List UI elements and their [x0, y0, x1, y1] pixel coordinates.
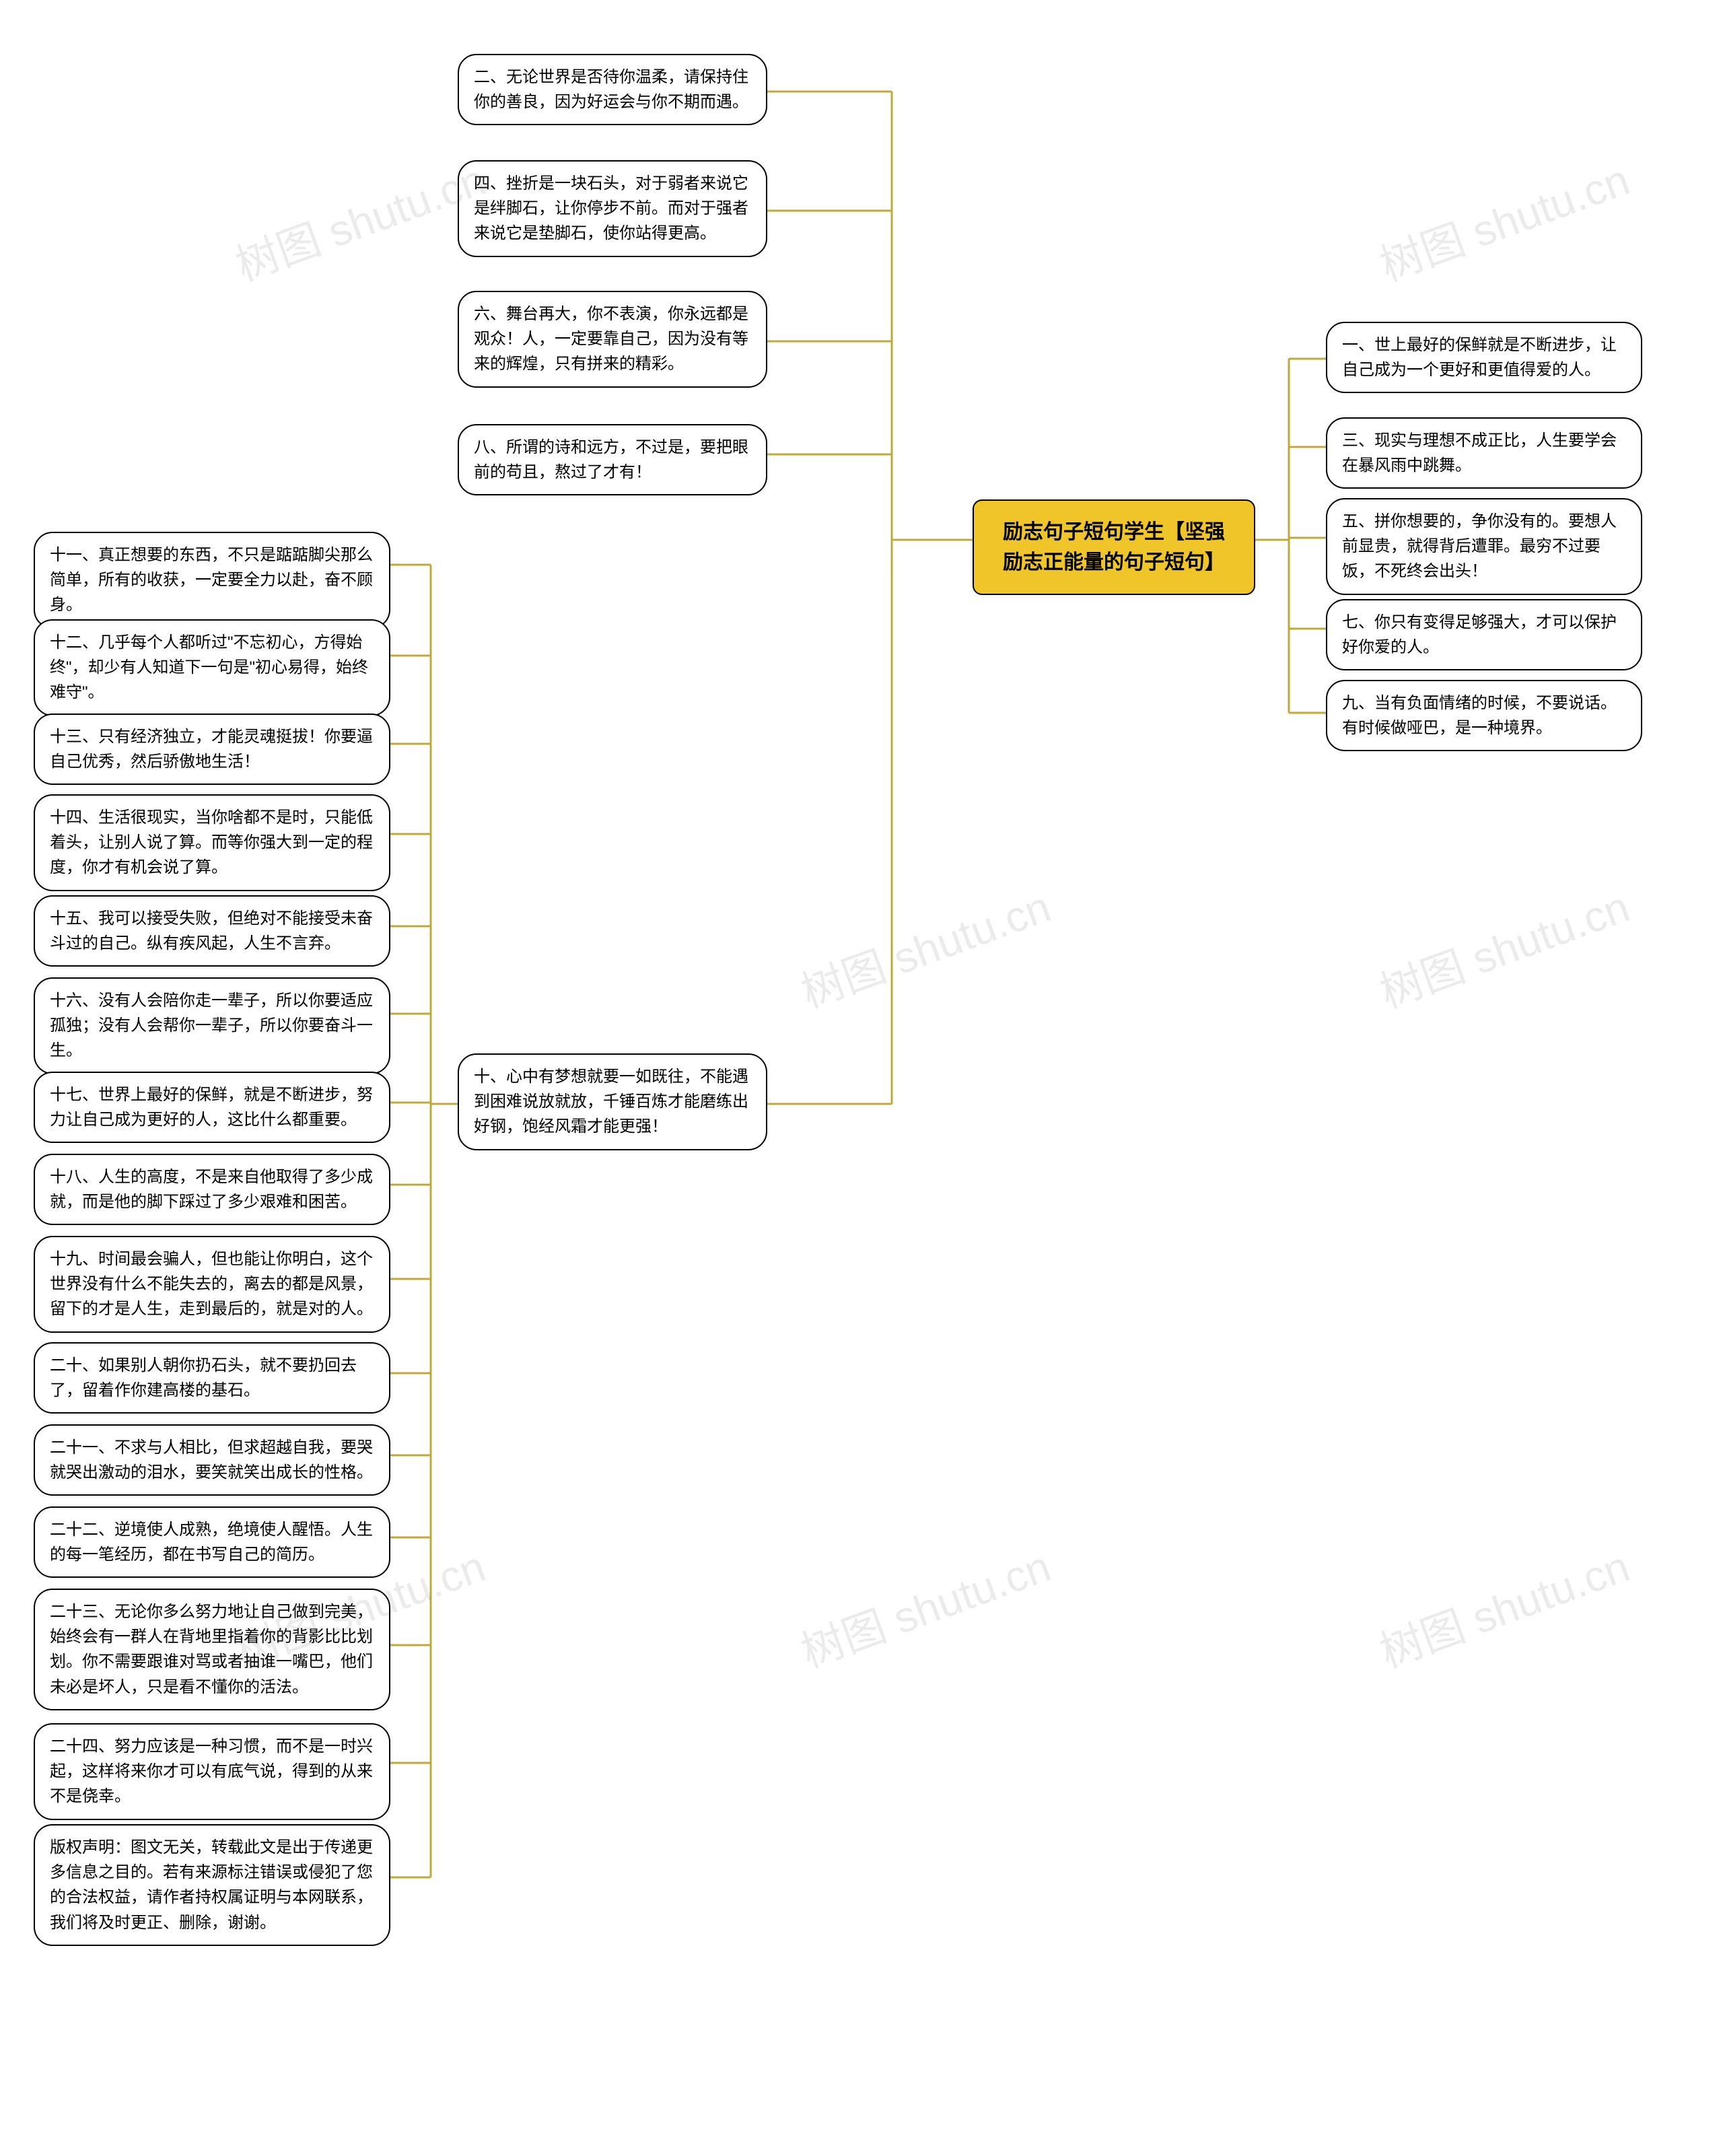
right-node-0: 一、世上最好的保鲜就是不断进步，让自己成为一个更好和更值得爱的人。 — [1326, 322, 1642, 393]
left-node-13-text: 二十四、努力应该是一种习惯，而不是一时兴起，这样将来你才可以有底气说，得到的从来… — [50, 1737, 373, 1805]
watermark-5: 树图 shutu.cn — [1370, 1532, 1637, 1679]
top-node-1: 四、挫折是一块石头，对于弱者来说它是绊脚石，让你停步不前。而对于强者来说它是垫脚… — [458, 160, 767, 257]
left-node-4-text: 十五、我可以接受失败，但绝对不能接受未奋斗过的自己。纵有疾风起，人生不言弃。 — [50, 909, 373, 952]
left-node-5: 十六、没有人会陪你走一辈子，所以你要适应孤独；没有人会帮你一辈子，所以你要奋斗一… — [34, 977, 390, 1074]
right-node-3: 七、你只有变得足够强大，才可以保护好你爱的人。 — [1326, 599, 1642, 670]
right-node-1-text: 三、现实与理想不成正比，人生要学会在暴风雨中跳舞。 — [1342, 431, 1617, 475]
left-node-14: 版权声明：图文无关，转载此文是出于传递更多信息之目的。若有来源标注错误或侵犯了您… — [34, 1824, 390, 1946]
watermark-4: 树图 shutu.cn — [792, 1532, 1058, 1679]
left-node-0-text: 十一、真正想要的东西，不只是踮踮脚尖那么简单，所有的收获，一定要全力以赴，奋不顾… — [50, 546, 373, 614]
mindmap-root: 励志句子短句学生【坚强 励志正能量的句子短句】 — [973, 499, 1255, 595]
left-node-7-text: 十八、人生的高度，不是来自他取得了多少成就，而是他的脚下踩过了多少艰难和困苦。 — [50, 1168, 373, 1211]
left-node-10: 二十一、不求与人相比，但求超越自我，要哭就哭出激动的泪水，要笑就笑出成长的性格。 — [34, 1424, 390, 1496]
mid-node-text: 十、心中有梦想就要一如既往，不能遇到困难说放就放，千锤百炼才能磨练出好钢，饱经风… — [474, 1068, 748, 1136]
right-node-4-text: 九、当有负面情绪的时候，不要说话。有时候做哑巴，是一种境界。 — [1342, 694, 1617, 737]
left-node-2-text: 十三、只有经济独立，才能灵魂挺拔！你要逼自己优秀，然后骄傲地生活！ — [50, 728, 373, 771]
right-node-2: 五、拼你想要的，争你没有的。要想人前显贵，就得背后遭罪。最穷不过要饭，不死终会出… — [1326, 498, 1642, 595]
top-node-1-text: 四、挫折是一块石头，对于弱者来说它是绊脚石，让你停步不前。而对于强者来说它是垫脚… — [474, 174, 748, 242]
left-node-6: 十七、世界上最好的保鲜，就是不断进步，努力让自己成为更好的人，这比什么都重要。 — [34, 1072, 390, 1143]
top-node-0: 二、无论世界是否待你温柔，请保持住你的善良，因为好运会与你不期而遇。 — [458, 54, 767, 125]
left-node-8-text: 十九、时间最会骗人，但也能让你明白，这个世界没有什么不能失去的，离去的都是风景，… — [50, 1250, 373, 1318]
root-text: 励志句子短句学生【坚强 励志正能量的句子短句】 — [1003, 521, 1225, 573]
left-node-7: 十八、人生的高度，不是来自他取得了多少成就，而是他的脚下踩过了多少艰难和困苦。 — [34, 1154, 390, 1225]
right-node-2-text: 五、拼你想要的，争你没有的。要想人前显贵，就得背后遭罪。最穷不过要饭，不死终会出… — [1342, 512, 1617, 580]
left-node-8: 十九、时间最会骗人，但也能让你明白，这个世界没有什么不能失去的，离去的都是风景，… — [34, 1236, 390, 1333]
top-node-3: 八、所谓的诗和远方，不过是，要把眼前的苟且，熬过了才有！ — [458, 424, 767, 495]
left-node-5-text: 十六、没有人会陪你走一辈子，所以你要适应孤独；没有人会帮你一辈子，所以你要奋斗一… — [50, 992, 373, 1059]
watermark-0: 树图 shutu.cn — [226, 145, 493, 293]
mid-node: 十、心中有梦想就要一如既往，不能遇到困难说放就放，千锤百炼才能磨练出好钢，饱经风… — [458, 1053, 767, 1150]
left-node-3: 十四、生活很现实，当你啥都不是时，只能低着头，让别人说了算。而等你强大到一定的程… — [34, 794, 390, 891]
top-node-0-text: 二、无论世界是否待你温柔，请保持住你的善良，因为好运会与你不期而遇。 — [474, 68, 748, 111]
left-node-1: 十二、几乎每个人都听过"不忘初心，方得始终"，却少有人知道下一句是"初心易得，始… — [34, 619, 390, 716]
left-node-1-text: 十二、几乎每个人都听过"不忘初心，方得始终"，却少有人知道下一句是"初心易得，始… — [50, 633, 368, 701]
top-node-3-text: 八、所谓的诗和远方，不过是，要把眼前的苟且，熬过了才有！ — [474, 438, 748, 481]
left-node-13: 二十四、努力应该是一种习惯，而不是一时兴起，这样将来你才可以有底气说，得到的从来… — [34, 1723, 390, 1820]
right-node-4: 九、当有负面情绪的时候，不要说话。有时候做哑巴，是一种境界。 — [1326, 680, 1642, 751]
right-node-3-text: 七、你只有变得足够强大，才可以保护好你爱的人。 — [1342, 613, 1617, 656]
right-node-1: 三、现实与理想不成正比，人生要学会在暴风雨中跳舞。 — [1326, 417, 1642, 489]
watermark-6: 树图 shutu.cn — [1370, 872, 1637, 1020]
left-node-11-text: 二十二、逆境使人成熟，绝境使人醒悟。人生的每一笔经历，都在书写自己的简历。 — [50, 1521, 373, 1564]
left-node-3-text: 十四、生活很现实，当你啥都不是时，只能低着头，让别人说了算。而等你强大到一定的程… — [50, 808, 373, 876]
watermark-1: 树图 shutu.cn — [1370, 145, 1637, 293]
watermark-2: 树图 shutu.cn — [792, 872, 1058, 1020]
left-node-11: 二十二、逆境使人成熟，绝境使人醒悟。人生的每一笔经历，都在书写自己的简历。 — [34, 1506, 390, 1578]
left-node-0: 十一、真正想要的东西，不只是踮踮脚尖那么简单，所有的收获，一定要全力以赴，奋不顾… — [34, 532, 390, 629]
top-node-2-text: 六、舞台再大，你不表演，你永远都是观众！人，一定要靠自己，因为没有等来的辉煌，只… — [474, 305, 748, 373]
left-node-4: 十五、我可以接受失败，但绝对不能接受未奋斗过的自己。纵有疾风起，人生不言弃。 — [34, 895, 390, 967]
left-node-6-text: 十七、世界上最好的保鲜，就是不断进步，努力让自己成为更好的人，这比什么都重要。 — [50, 1086, 373, 1129]
left-node-9: 二十、如果别人朝你扔石头，就不要扔回去了，留着作你建高楼的基石。 — [34, 1342, 390, 1414]
left-node-9-text: 二十、如果别人朝你扔石头，就不要扔回去了，留着作你建高楼的基石。 — [50, 1356, 357, 1399]
left-node-14-text: 版权声明：图文无关，转载此文是出于传递更多信息之目的。若有来源标注错误或侵犯了您… — [50, 1838, 373, 1932]
top-node-2: 六、舞台再大，你不表演，你永远都是观众！人，一定要靠自己，因为没有等来的辉煌，只… — [458, 291, 767, 388]
left-node-2: 十三、只有经济独立，才能灵魂挺拔！你要逼自己优秀，然后骄傲地生活！ — [34, 714, 390, 785]
left-node-10-text: 二十一、不求与人相比，但求超越自我，要哭就哭出激动的泪水，要笑就笑出成长的性格。 — [50, 1438, 373, 1482]
right-node-0-text: 一、世上最好的保鲜就是不断进步，让自己成为一个更好和更值得爱的人。 — [1342, 336, 1617, 379]
